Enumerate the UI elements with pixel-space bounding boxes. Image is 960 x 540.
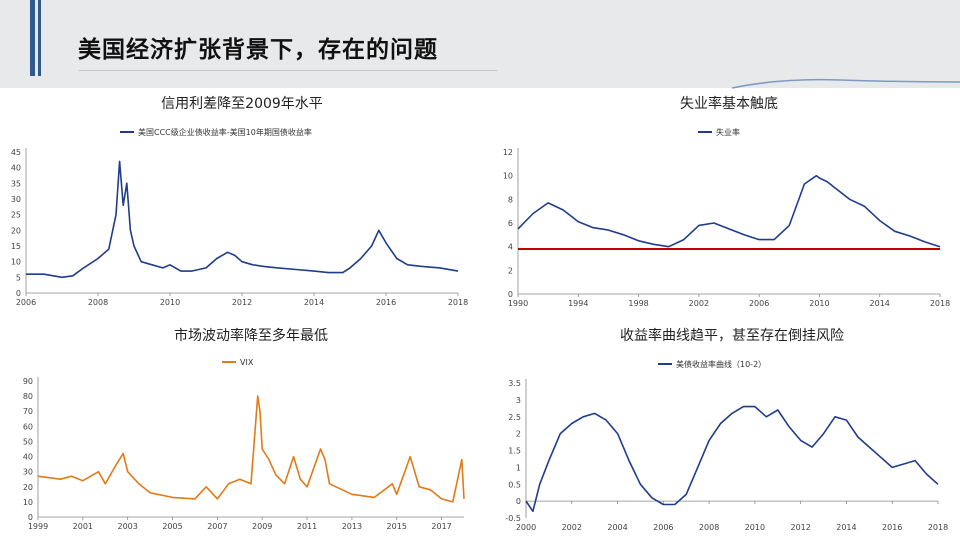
- chart-title: 失业率基本触底: [680, 95, 778, 112]
- x-tick-label: 2018: [930, 299, 950, 308]
- y-tick-label: 2: [516, 430, 521, 439]
- vix-chart: 市场波动率降至多年最低 VIX 1999 2001 2003 2005 2007 2009 20…: [23, 327, 465, 531]
- x-tick-label: 2006: [16, 298, 36, 307]
- header-band: [0, 0, 960, 88]
- title-underline: [78, 70, 498, 71]
- legend-label: 美国CCC级企业债收益率-美国10年期国债收益率: [138, 127, 312, 137]
- y-tick-label: 0.5: [508, 480, 521, 489]
- x-tick-label: 2002: [562, 523, 582, 532]
- y-tick-label: 10: [503, 172, 513, 181]
- x-tick-label: 2013: [342, 522, 362, 531]
- y-tick-label: 40: [23, 453, 33, 462]
- x-tick-label: 2008: [88, 298, 108, 307]
- y-tick-label: 80: [23, 392, 33, 401]
- x-tick-label: 2014: [304, 298, 324, 307]
- y-tick-label: 20: [23, 483, 33, 492]
- x-tick-label: 2009: [252, 522, 272, 531]
- y-tick-label: 45: [11, 148, 21, 157]
- accent-bar-thin: [38, 0, 41, 76]
- x-tick-label: 2004: [607, 523, 627, 532]
- y-tick-label: 35: [11, 179, 21, 188]
- x-tick-label: 2007: [207, 522, 227, 531]
- y-tick-label: 30: [23, 468, 33, 477]
- legend-label: 失业率: [716, 127, 740, 137]
- y-tick-label: 15: [11, 242, 21, 251]
- x-tick-label: 2014: [836, 523, 856, 532]
- y-tick-label: 60: [23, 422, 33, 431]
- legend-label: 美债收益率曲线（10-2）: [676, 359, 766, 369]
- accent-bar: [30, 0, 35, 76]
- y-tick-label: 0: [28, 513, 33, 522]
- page-title: 美国经济扩张背景下，存在的问题: [78, 37, 438, 63]
- x-tick-label: 2006: [653, 523, 673, 532]
- x-tick-label: 2012: [232, 298, 252, 307]
- y-tick-label: -0.5: [505, 514, 521, 523]
- series-line: [37, 395, 465, 503]
- x-tick-label: 2010: [745, 523, 765, 532]
- series-line: [525, 405, 939, 513]
- y-tick-label: 3: [516, 396, 521, 405]
- x-tick-label: 2017: [431, 522, 451, 531]
- x-tick-label: 2000: [516, 523, 536, 532]
- x-tick-label: 2001: [73, 522, 93, 531]
- x-tick-label: 2016: [882, 523, 902, 532]
- x-tick-label: 2011: [297, 522, 317, 531]
- x-tick-label: 1998: [628, 299, 648, 308]
- x-tick-label: 2002: [689, 299, 709, 308]
- y-tick-label: 8: [508, 195, 513, 204]
- x-tick-label: 2018: [448, 298, 468, 307]
- y-tick-label: 5: [16, 273, 21, 282]
- credit-spread-chart: 信用利差降至2009年水平美国CCC级企业债收益率-美国10年期国债收益率200…: [11, 96, 468, 307]
- y-tick-label: 50: [23, 437, 33, 446]
- y-tick-label: 0: [16, 289, 21, 298]
- x-tick-label: 2010: [160, 298, 180, 307]
- y-tick-label: 4: [508, 243, 513, 252]
- y-tick-label: 1.5: [508, 447, 521, 456]
- y-tick-label: 1: [516, 463, 521, 472]
- watermark-logo: [720, 74, 960, 92]
- y-tick-label: 25: [11, 211, 21, 220]
- y-tick-label: 2.5: [508, 413, 521, 422]
- x-tick-label: 2010: [809, 299, 829, 308]
- y-tick-label: 12: [503, 148, 513, 157]
- y-tick-label: 2: [508, 266, 513, 275]
- legend-label: VIX: [240, 358, 254, 367]
- chart-title: 信用利差降至2009年水平: [161, 96, 323, 112]
- x-tick-label: 2005: [162, 522, 182, 531]
- x-tick-label: 2003: [118, 522, 138, 531]
- x-tick-label: 2015: [387, 522, 407, 531]
- series-line: [26, 160, 459, 279]
- x-tick-label: 2008: [699, 523, 719, 532]
- x-tick-label: 2016: [376, 298, 396, 307]
- x-tick-label: 2012: [790, 523, 810, 532]
- x-tick-label: 1990: [508, 299, 528, 308]
- y-tick-label: 30: [11, 195, 21, 204]
- y-tick-label: 0: [516, 497, 521, 506]
- y-tick-label: 70: [23, 407, 33, 416]
- chart-title: 收益率曲线趋平，甚至存在倒挂风险: [620, 327, 844, 344]
- y-tick-label: 6: [508, 219, 513, 228]
- y-tick-label: 10: [11, 258, 21, 267]
- series-line: [517, 174, 941, 248]
- x-tick-label: 2014: [870, 299, 890, 308]
- y-tick-label: 10: [23, 498, 33, 507]
- y-tick-label: 20: [11, 226, 21, 235]
- x-tick-label: 2018: [928, 523, 948, 532]
- x-tick-label: 1994: [568, 299, 588, 308]
- y-tick-label: 40: [11, 164, 21, 173]
- y-tick-label: 90: [23, 377, 33, 386]
- y-tick-label: 3.5: [508, 379, 521, 388]
- y-tick-label: 0: [508, 290, 513, 299]
- chart-title: 市场波动率降至多年最低: [174, 327, 328, 344]
- x-tick-label: 2006: [749, 299, 769, 308]
- x-tick-label: 1999: [28, 522, 48, 531]
